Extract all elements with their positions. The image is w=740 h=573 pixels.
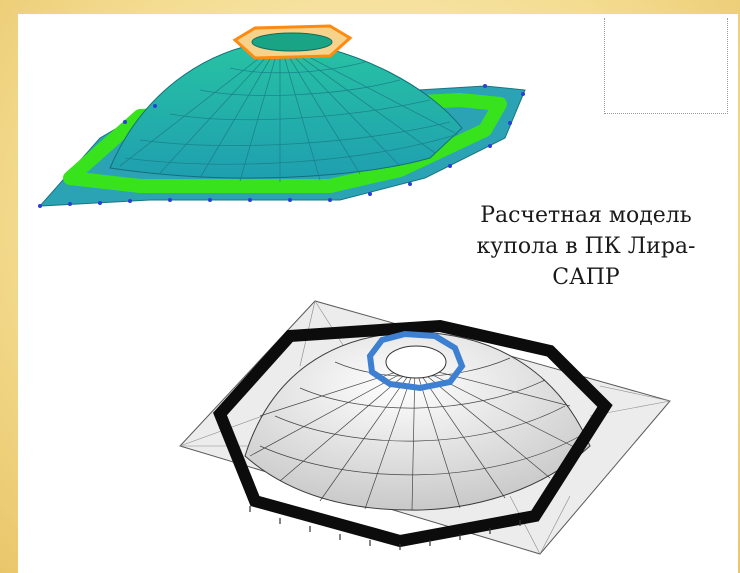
caption-line-2: купола в ПК Лира- bbox=[476, 234, 696, 259]
dome-model-top-image bbox=[38, 24, 526, 208]
dome-model-bottom-image bbox=[179, 300, 671, 555]
caption-line-1: Расчетная модель bbox=[480, 203, 692, 228]
support-ring bbox=[213, 319, 613, 548]
caption-line-3: САПР bbox=[552, 265, 620, 290]
support-nodes bbox=[38, 84, 525, 208]
oculus bbox=[385, 345, 447, 379]
support-ticks bbox=[249, 506, 521, 550]
inset-frame bbox=[604, 18, 728, 114]
dome-grid bbox=[119, 41, 459, 182]
dome-surface bbox=[109, 39, 463, 179]
figure-caption: Расчетная модель купола в ПК Лира- САПР bbox=[456, 200, 716, 293]
top-compression-ring bbox=[366, 330, 466, 392]
